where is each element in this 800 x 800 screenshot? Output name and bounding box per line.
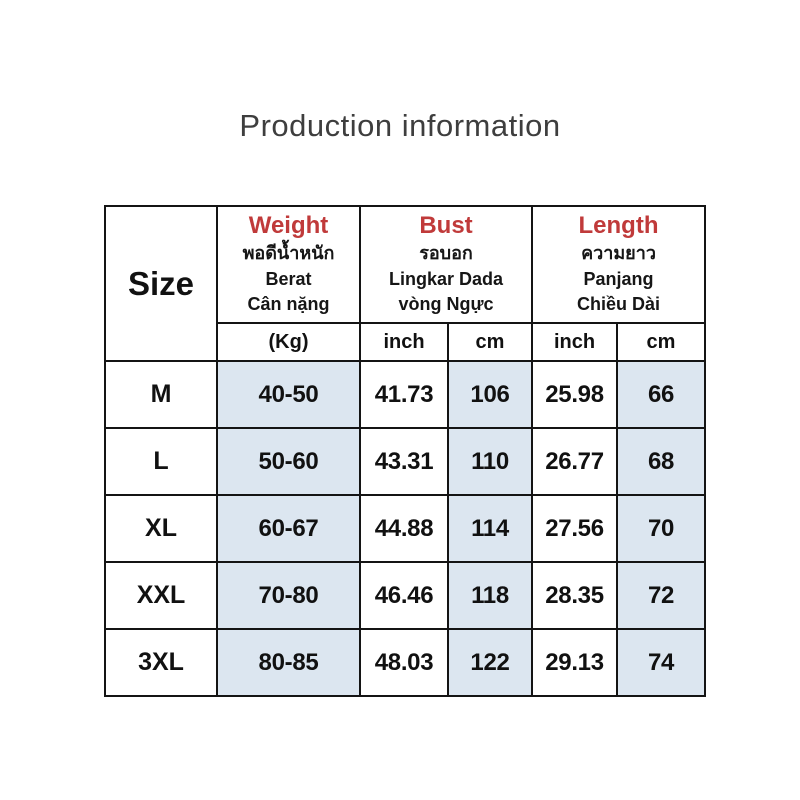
unit-bust-inch: inch — [359, 322, 449, 362]
size-cell: XXL — [104, 561, 218, 630]
length-cm-cell: 66 — [615, 360, 707, 429]
bust-inch-cell: 41.73 — [359, 360, 449, 429]
size-chart-table: Size Weight พอดีน้ำหนัก Berat Cân nặng B… — [104, 205, 707, 697]
bust-cm-cell: 106 — [447, 360, 533, 429]
size-cell: 3XL — [104, 628, 218, 697]
length-inch-cell: 27.56 — [531, 494, 618, 563]
table-row: L 50-60 43.31 110 26.77 68 — [104, 427, 707, 496]
length-cm-cell: 74 — [615, 628, 707, 697]
weight-cell: 70-80 — [216, 561, 361, 630]
page-title: Production information — [239, 108, 561, 143]
size-column-header: Size — [104, 205, 218, 362]
weight-label-en: Weight — [248, 212, 329, 240]
weight-label-th: พอดีน้ำหนัก — [242, 243, 335, 264]
table-row: XL 60-67 44.88 114 27.56 70 — [104, 494, 707, 563]
table-row: XXL 70-80 46.46 118 28.35 72 — [104, 561, 707, 630]
length-label-id: Panjang — [583, 268, 654, 289]
weight-label-id: Berat — [265, 268, 312, 289]
weight-cell: 40-50 — [216, 360, 361, 429]
length-inch-cell: 29.13 — [531, 628, 618, 697]
size-cell: L — [104, 427, 218, 496]
length-label-vi: Chiều Dài — [577, 294, 661, 315]
size-cell: XL — [104, 494, 218, 563]
bust-inch-cell: 43.31 — [359, 427, 449, 496]
table-row: M 40-50 41.73 106 25.98 66 — [104, 360, 707, 429]
bust-inch-cell: 48.03 — [359, 628, 449, 697]
size-cell: M — [104, 360, 218, 429]
bust-inch-cell: 46.46 — [359, 561, 449, 630]
length-inch-cell: 28.35 — [531, 561, 618, 630]
header-group-row: Size Weight พอดีน้ำหนัก Berat Cân nặng B… — [104, 205, 707, 362]
weight-column-header: Weight พอดีน้ำหนัก Berat Cân nặng — [216, 205, 361, 324]
unit-length-cm: cm — [615, 322, 707, 362]
bust-cm-cell: 122 — [447, 628, 533, 697]
weight-cell: 50-60 — [216, 427, 361, 496]
length-column-header: Length ความยาว Panjang Chiều Dài — [530, 205, 707, 324]
bust-column-header: Bust รอบอก Lingkar Dada vòng Ngực — [359, 205, 533, 324]
length-cm-cell: 68 — [615, 427, 707, 496]
length-inch-cell: 25.98 — [531, 360, 618, 429]
bust-label-vi: vòng Ngực — [398, 294, 494, 315]
unit-length-inch: inch — [531, 322, 618, 362]
bust-label-th: รอบอก — [419, 243, 473, 264]
bust-cm-cell: 118 — [447, 561, 533, 630]
bust-cm-cell: 110 — [447, 427, 533, 496]
unit-row: (Kg) inch cm inch cm — [105, 322, 707, 362]
unit-bust-cm: cm — [447, 322, 533, 362]
bust-label-en: Bust — [419, 212, 473, 240]
weight-label-vi: Cân nặng — [247, 294, 330, 315]
length-label-th: ความยาว — [581, 243, 656, 264]
table-row: 3XL 80-85 48.03 122 29.13 74 — [104, 628, 707, 697]
length-label-en: Length — [578, 212, 659, 240]
weight-cell: 80-85 — [216, 628, 361, 697]
bust-label-id: Lingkar Dada — [388, 268, 504, 289]
length-cm-cell: 70 — [615, 494, 707, 563]
bust-cm-cell: 114 — [447, 494, 533, 563]
unit-kg: (Kg) — [216, 322, 361, 362]
bust-inch-cell: 44.88 — [359, 494, 449, 563]
length-cm-cell: 72 — [615, 561, 707, 630]
length-inch-cell: 26.77 — [531, 427, 618, 496]
weight-cell: 60-67 — [216, 494, 361, 563]
